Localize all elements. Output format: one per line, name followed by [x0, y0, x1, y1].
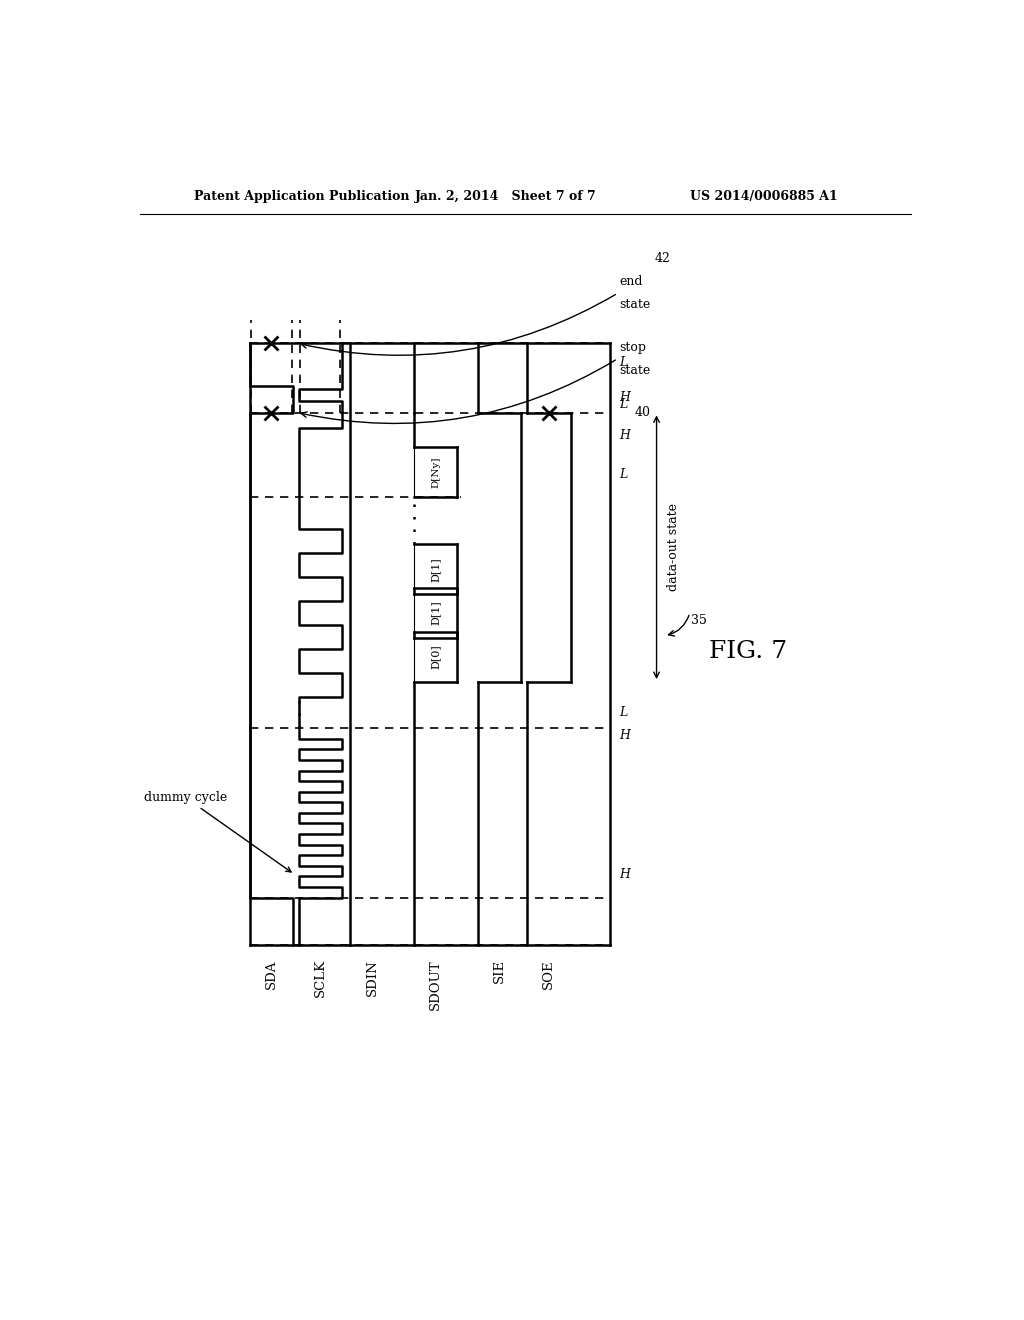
Text: FIG. 7: FIG. 7	[710, 640, 787, 663]
Text: end: end	[620, 275, 643, 288]
Text: Jan. 2, 2014   Sheet 7 of 7: Jan. 2, 2014 Sheet 7 of 7	[415, 190, 597, 203]
Text: D[1]: D[1]	[431, 601, 440, 626]
Text: 40: 40	[635, 407, 651, 418]
Text: US 2014/0006885 A1: US 2014/0006885 A1	[690, 190, 838, 203]
Text: SDIN: SDIN	[366, 960, 379, 997]
FancyBboxPatch shape	[414, 632, 458, 682]
Text: SIE: SIE	[493, 960, 506, 983]
Text: stop: stop	[620, 341, 646, 354]
Text: D[0]: D[0]	[431, 644, 440, 669]
FancyBboxPatch shape	[414, 589, 458, 638]
Text: state: state	[620, 298, 650, 312]
Text: 35: 35	[691, 614, 708, 627]
Text: Patent Application Publication: Patent Application Publication	[194, 190, 410, 203]
Text: data-out state: data-out state	[667, 503, 680, 591]
Text: SDA: SDA	[265, 960, 278, 989]
Text: L: L	[620, 399, 628, 412]
Text: SCLK: SCLK	[313, 960, 327, 998]
Text: SDOUT: SDOUT	[429, 960, 442, 1010]
Text: H: H	[620, 869, 630, 880]
Text: H: H	[620, 429, 630, 442]
Text: H: H	[620, 730, 630, 742]
Text: SOE: SOE	[543, 960, 555, 989]
Text: dummy cycle: dummy cycle	[144, 791, 291, 873]
FancyBboxPatch shape	[414, 544, 458, 594]
Text: D[Ny]: D[Ny]	[431, 457, 440, 488]
Text: state: state	[620, 363, 650, 376]
Text: H: H	[620, 391, 630, 404]
FancyBboxPatch shape	[414, 447, 458, 498]
Text: L: L	[620, 356, 628, 370]
Text: L: L	[620, 467, 628, 480]
Text: L: L	[620, 706, 628, 719]
Text: D[1]: D[1]	[431, 557, 440, 582]
Text: 42: 42	[654, 252, 670, 265]
